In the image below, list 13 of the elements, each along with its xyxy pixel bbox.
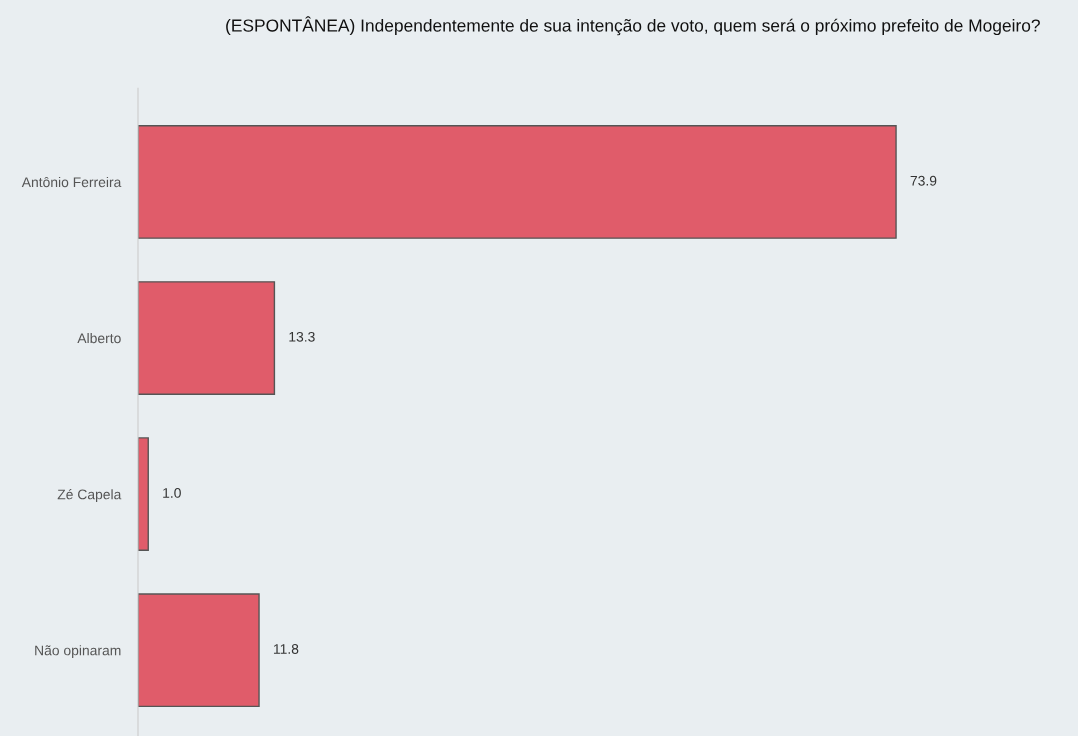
data-label: 73.9 — [910, 175, 937, 186]
y-tick-label: Não opinaram — [35, 645, 121, 659]
y-tick-label: Zé Capela — [57, 488, 122, 503]
data-label: 1.0 — [163, 487, 181, 498]
bar — [137, 593, 260, 708]
y-tick-label: Antônio Ferreira — [21, 176, 122, 188]
chart-title: (ESPONTÂNEA) Independentemente de sua intenção de voto, quem será o próximo prefeito de Mogeiro? — [226, 16, 1040, 36]
bar — [137, 125, 897, 239]
y-tick-label: Alberto — [77, 333, 121, 344]
bar — [137, 281, 276, 395]
data-label: 11.8 — [273, 644, 299, 654]
data-label: 13.3 — [289, 331, 315, 342]
bar — [137, 437, 149, 551]
